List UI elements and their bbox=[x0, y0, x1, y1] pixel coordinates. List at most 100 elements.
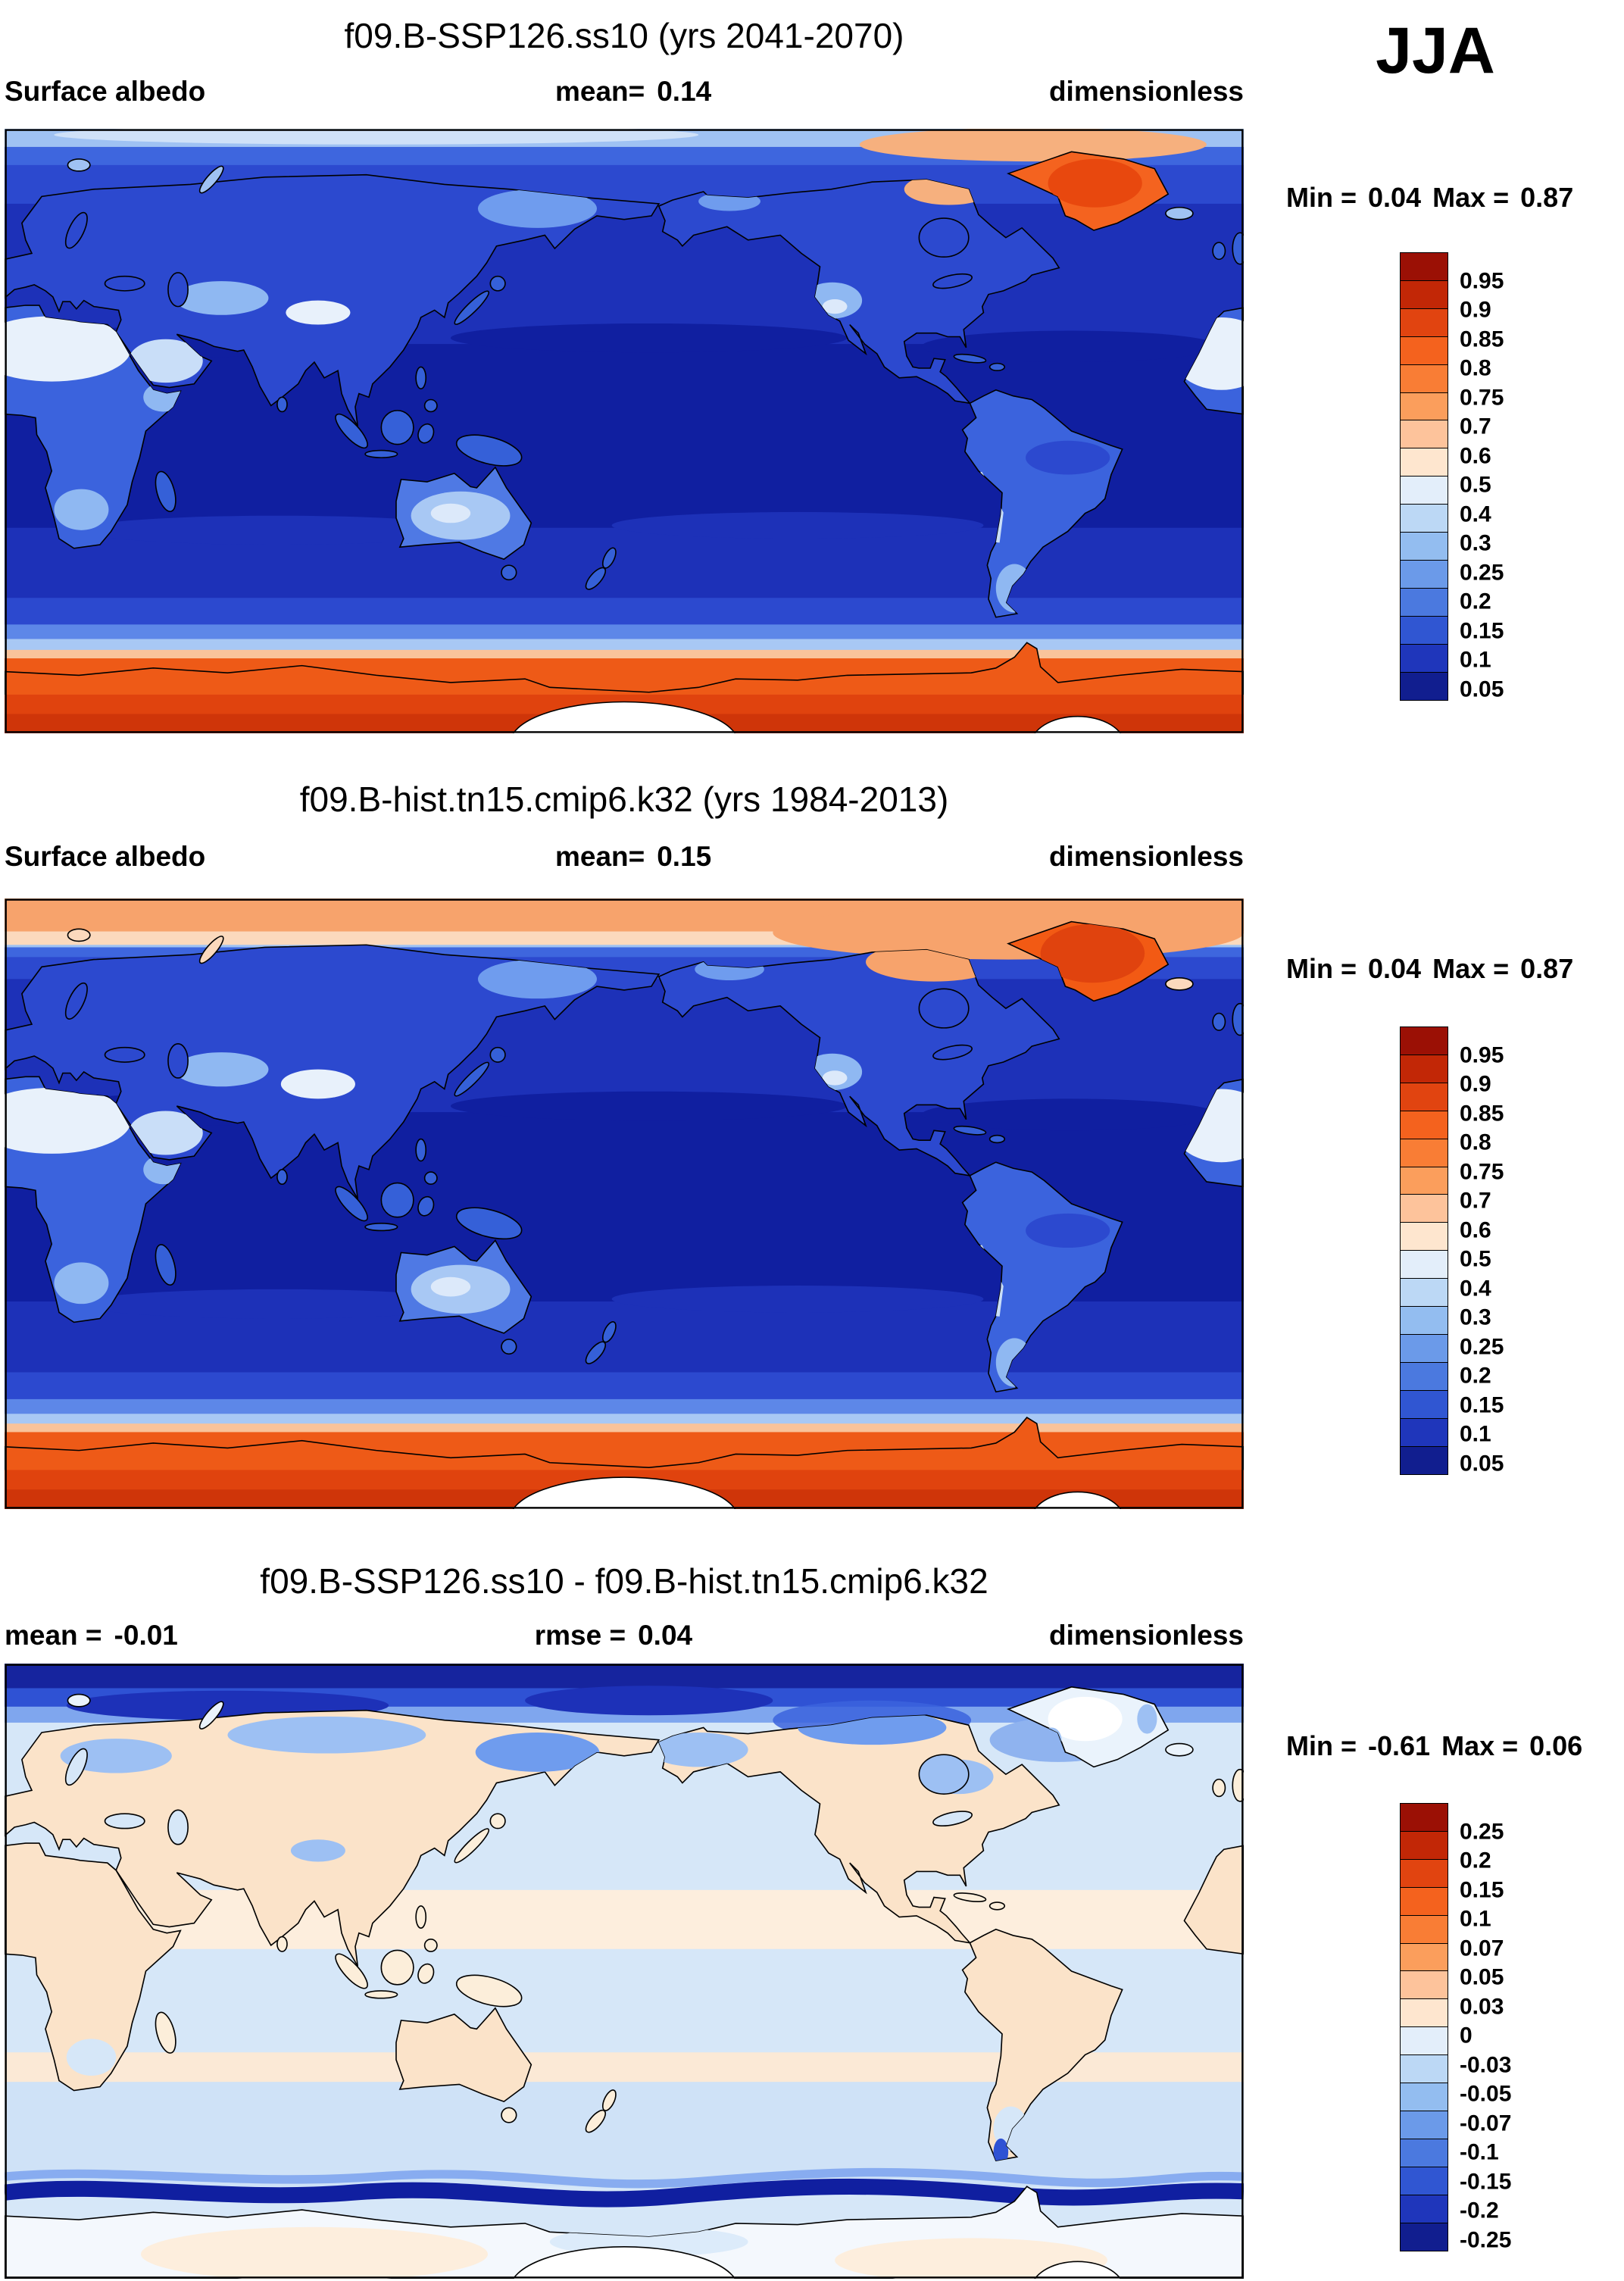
ross-ice-shelf bbox=[512, 701, 736, 733]
max-value: 0.87 bbox=[1520, 182, 1574, 213]
units-label: dimensionless bbox=[1048, 76, 1244, 107]
colorbar-tick-label: 0.75 bbox=[1460, 384, 1504, 410]
colorbar-tick-label: 0.15 bbox=[1460, 1876, 1504, 1902]
min-value: 0.04 bbox=[1368, 953, 1422, 984]
colorbar-tick-label: 0.1 bbox=[1460, 1906, 1491, 1932]
colorbar-tick-label: 0.5 bbox=[1460, 472, 1491, 498]
colorbar-cell bbox=[1400, 504, 1448, 533]
colorbar-cell bbox=[1400, 1166, 1448, 1196]
ross-ice-shelf bbox=[512, 2245, 736, 2279]
mean-label: mean= bbox=[554, 76, 645, 107]
colorbar-tick-label: 0.1 bbox=[1460, 647, 1491, 673]
colorbar-cell bbox=[1400, 252, 1448, 282]
colorbar-tick-label: -0.15 bbox=[1460, 2168, 1512, 2194]
colorbar-tick-label: 0.2 bbox=[1460, 1363, 1491, 1389]
rmse-label: rmse = bbox=[534, 1620, 626, 1651]
map-surface-albedo-historical bbox=[5, 898, 1244, 1509]
colorbar-cell bbox=[1400, 2083, 1448, 2112]
colorbar-tick-label: 0.7 bbox=[1460, 414, 1491, 439]
colorbar-cell bbox=[1400, 1082, 1448, 1112]
min-label: Min = bbox=[1286, 182, 1357, 213]
variable-label: Surface albedo bbox=[5, 76, 206, 107]
colorbar-tick-label: 0.3 bbox=[1460, 1305, 1491, 1330]
colorbar-cell bbox=[1400, 1361, 1448, 1392]
colorbar-cell bbox=[1400, 1222, 1448, 1251]
terrain-detail-africa bbox=[5, 316, 181, 530]
colorbar-tick-label: 0.4 bbox=[1460, 501, 1491, 527]
colorbar-tick-label: 0.1 bbox=[1460, 1421, 1491, 1447]
colorbar-cell bbox=[1400, 364, 1448, 394]
colorbar-cell bbox=[1400, 1026, 1448, 1056]
colorbar-cell bbox=[1400, 587, 1448, 617]
colorbar-cell bbox=[1400, 1886, 1448, 1917]
sea-ice-edge-band bbox=[5, 2178, 1244, 2208]
minmax-row-1: Min = 0.04 Max = 0.87 bbox=[1286, 182, 1573, 214]
colorbar-cells bbox=[1400, 1803, 1448, 2270]
colorbar-tick-label: -0.05 bbox=[1460, 2081, 1512, 2107]
colorbar-cell bbox=[1400, 1054, 1448, 1084]
max-value: 0.06 bbox=[1529, 1730, 1583, 1761]
minmax-row-2: Min = 0.04 Max = 0.87 bbox=[1286, 953, 1573, 985]
max-label: Max = bbox=[1432, 182, 1510, 213]
colorbar-difference: 0.25 0.2 0.15 0.1 0.07 0.05 0.03 0 -0.03 -0.05 -0.… bbox=[1400, 1803, 1511, 2270]
colorbar-cell bbox=[1400, 1333, 1448, 1364]
minmax-row-3: Min = -0.61 Max = 0.06 bbox=[1286, 1730, 1582, 1762]
units-label: dimensionless bbox=[1048, 841, 1244, 872]
colorbar-cell bbox=[1400, 2138, 1448, 2168]
max-label: Max = bbox=[1441, 1730, 1519, 1761]
colorbar-cell bbox=[1400, 1942, 1448, 1973]
colorbar-tick-label: -0.2 bbox=[1460, 2198, 1499, 2223]
season-label: JJA bbox=[1376, 14, 1495, 87]
colorbar-tick-label: 0.6 bbox=[1460, 442, 1491, 468]
colorbar-tick-label: 0.75 bbox=[1460, 1158, 1504, 1184]
colorbar-tick-label: 0.95 bbox=[1460, 267, 1504, 293]
colorbar-cell bbox=[1400, 1194, 1448, 1223]
min-value: -0.61 bbox=[1368, 1730, 1431, 1761]
colorbar-albedo-1: 0.95 0.9 0.85 0.8 0.75 0.7 0.6 0.5 0.4 0.3 0.25 0.2… bbox=[1400, 252, 1504, 719]
max-label: Max = bbox=[1432, 953, 1510, 984]
ross-ice-shelf bbox=[512, 1476, 736, 1509]
colorbar-cells bbox=[1400, 252, 1448, 719]
min-value: 0.04 bbox=[1368, 182, 1422, 213]
weddell-ice-shelf bbox=[1034, 2261, 1122, 2279]
colorbar-tick-label: 0.8 bbox=[1460, 355, 1491, 381]
mean-value: 0.14 bbox=[657, 76, 712, 107]
colorbar-tick-label: 0.9 bbox=[1460, 1071, 1491, 1097]
colorbar-cell bbox=[1400, 1803, 1448, 1833]
colorbar-cell bbox=[1400, 559, 1448, 589]
terrain-detail-australia bbox=[411, 1264, 511, 1314]
colorbar-albedo-2: 0.95 0.9 0.85 0.8 0.75 0.7 0.6 0.5 0.4 0.3 0.25 0.2… bbox=[1400, 1026, 1504, 1493]
colorbar-tick-label: -0.25 bbox=[1460, 2226, 1512, 2252]
colorbar-cells bbox=[1400, 1026, 1448, 1493]
colorbar-cell bbox=[1400, 1445, 1448, 1476]
colorbar-tick-label: 0.25 bbox=[1460, 1818, 1504, 1844]
colorbar-cell bbox=[1400, 1970, 1448, 2000]
lakes bbox=[64, 211, 973, 308]
colorbar-tick-label: 0.2 bbox=[1460, 589, 1491, 614]
panel-title: f09.B-SSP126.ss10 (yrs 2041-2070) bbox=[344, 16, 904, 55]
colorbar-cell bbox=[1400, 1250, 1448, 1280]
lakes bbox=[64, 982, 973, 1079]
colorbar-cell bbox=[1400, 643, 1448, 673]
colorbar-cell bbox=[1400, 476, 1448, 505]
terrain-detail-eurasia bbox=[60, 1716, 600, 1862]
colorbar-tick-label: 0.25 bbox=[1460, 559, 1504, 585]
colorbar-cell bbox=[1400, 1830, 1448, 1861]
colorbar-cell bbox=[1400, 1138, 1448, 1168]
land-layer bbox=[5, 151, 1244, 733]
variable-label: Surface albedo bbox=[5, 841, 206, 872]
colorbar-tick-label: 0.05 bbox=[1460, 1450, 1504, 1476]
colorbar-tick-label: 0.25 bbox=[1460, 1333, 1504, 1359]
colorbar-cell bbox=[1400, 2194, 1448, 2224]
mean-label: mean = bbox=[5, 1620, 102, 1651]
map-surface-albedo-difference bbox=[5, 1664, 1244, 2279]
mean-label: mean= bbox=[554, 841, 645, 872]
colorbar-tick-label: 0.05 bbox=[1460, 1964, 1504, 1990]
colorbar-cell bbox=[1400, 2054, 1448, 2084]
colorbar-tick-label: 0.85 bbox=[1460, 326, 1504, 352]
colorbar-tick-label: 0.4 bbox=[1460, 1275, 1491, 1301]
panel-stats-row: Surface albedo mean= 0.14 dimensionless bbox=[5, 76, 1244, 108]
map-surface-albedo-ssp126 bbox=[5, 129, 1244, 733]
colorbar-cell bbox=[1400, 308, 1448, 338]
terrain-detail-antarctica bbox=[140, 2226, 1108, 2279]
